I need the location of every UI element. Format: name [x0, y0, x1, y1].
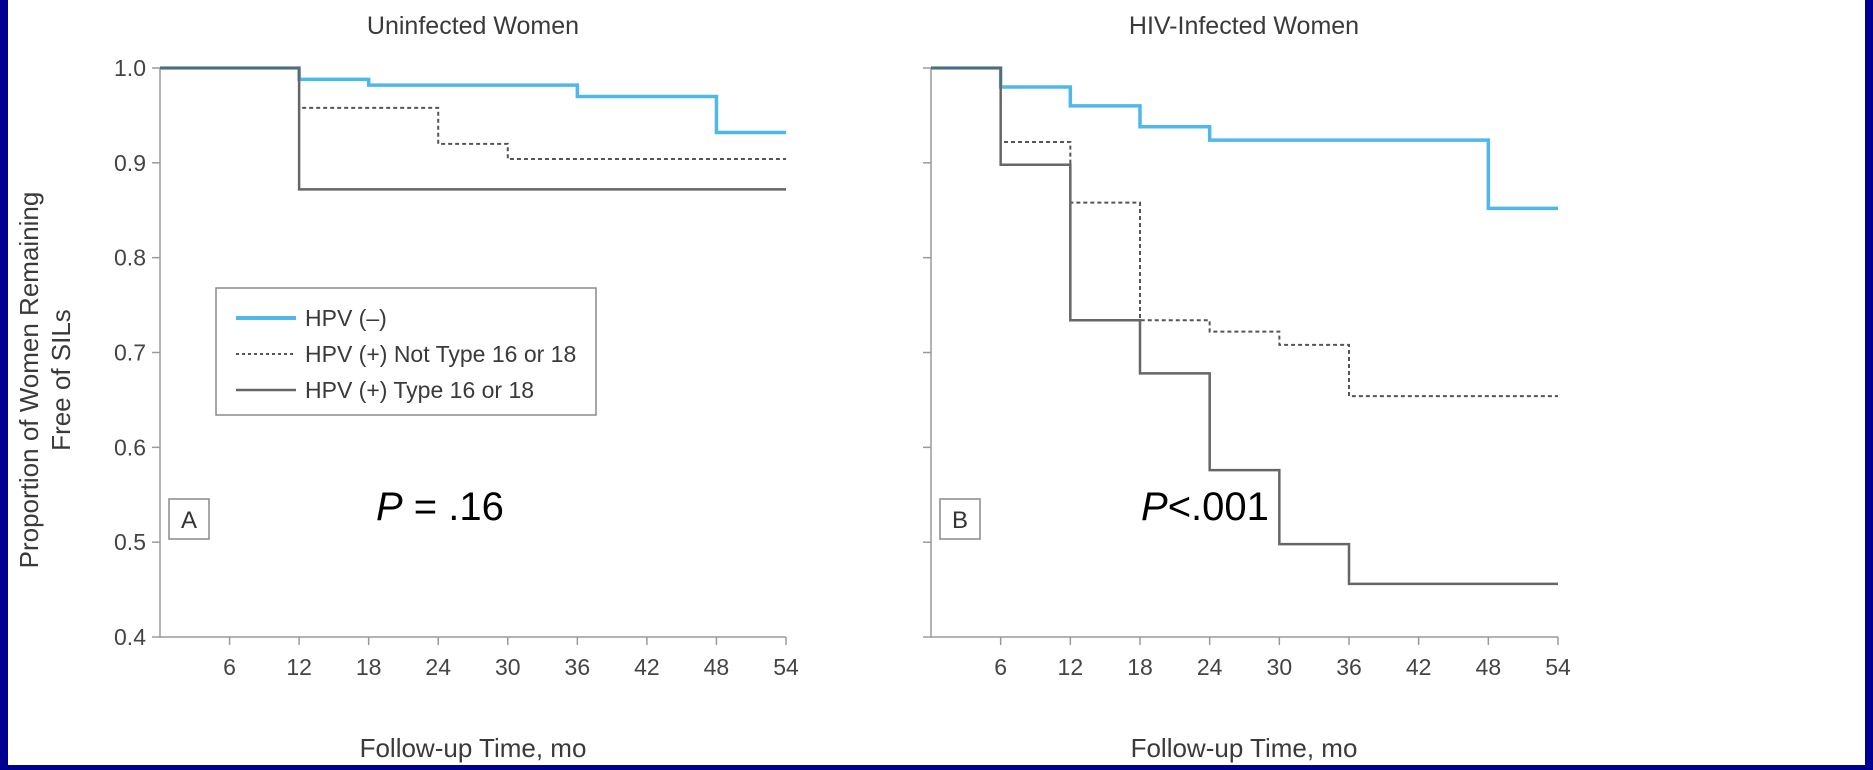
panel-a-title: Uninfected Women — [367, 12, 579, 40]
panel-b-pvalue-p: P — [1141, 485, 1168, 529]
panel-b-series-hpv-negative — [931, 66, 1558, 211]
km-figure: Proportion of Women Remaining Free of SI… — [14, 12, 1571, 763]
figure-frame: Proportion of Women Remaining Free of SI… — [8, 0, 1865, 765]
panel-b-series-hpv-16-18 — [931, 66, 1558, 586]
panel-a: Uninfected Women 1.00.90.80.70.60.50.46 1… — [114, 12, 799, 763]
panel-a-x-tick-label: 12 — [286, 654, 312, 680]
y-axis-label: Proportion of Women Remaining Free of SI… — [14, 192, 76, 569]
panel-a-x-tick-label: 30 — [495, 654, 521, 680]
panel-a-x-tick-label: 48 — [704, 654, 730, 680]
panel-a-x-tick-label: 18 — [356, 654, 382, 680]
panel-b-x-tick-label: 18 — [1127, 654, 1153, 680]
panel-b-x-tick-label: 42 — [1406, 654, 1432, 680]
panel-a-x-axis-label: Follow-up Time, mo — [360, 733, 587, 763]
panel-b-x-tick-label: 24 — [1197, 654, 1223, 680]
panel-a-y-tick-label: 0.4 — [114, 624, 146, 650]
panel-a-pvalue: P = .16 — [376, 485, 504, 529]
legend-label-hpv-negative: HPV (–) — [305, 305, 387, 331]
panel-a-series — [160, 66, 786, 191]
legend-box — [215, 287, 597, 416]
legend-label-hpv-not-16-18: HPV (+) Not Type 16 or 18 — [305, 341, 576, 367]
panel-b: HIV-Infected Women 6 12 18 24 30 36 42 48 54 B P… — [923, 12, 1571, 763]
panel-a-letter: A — [181, 507, 197, 534]
panel-a-series-hpv-not-16-18 — [160, 67, 786, 161]
panel-b-letter: B — [952, 507, 968, 534]
panel-a-y-tick-label: 0.7 — [114, 340, 146, 366]
panel-b-x-tick-label: 12 — [1058, 654, 1084, 680]
panel-b-series — [931, 66, 1558, 586]
panel-a-y-tick-label: 0.5 — [114, 529, 146, 555]
legend-label-hpv-16-18: HPV (+) Type 16 or 18 — [305, 377, 534, 403]
panel-b-x-tick-label: 36 — [1336, 654, 1362, 680]
panel-a-series-hpv-16-18 — [160, 66, 786, 191]
panel-a-x-tick-label: 54 — [773, 654, 799, 680]
panel-b-pvalue-rest: <.001 — [1168, 485, 1269, 529]
panel-a-x-tick-label: 36 — [565, 654, 591, 680]
panel-b-x-tick-label: 48 — [1476, 654, 1502, 680]
panel-b-axes: 6 12 18 24 30 36 42 48 54 — [923, 67, 1571, 680]
y-axis-label-line2: Free of SILs — [46, 309, 76, 451]
panel-b-letter-box — [939, 498, 981, 540]
panel-a-x-tick-label: 42 — [634, 654, 660, 680]
panel-a-pvalue-p: P — [376, 485, 403, 529]
legend: HPV (–) HPV (+) Not Type 16 or 18 HPV (+… — [215, 287, 597, 416]
panel-a-axes: 1.0 0.9 0.8 0.7 0.6 0.5 0.4 6 12 18 24 30 36 42 48 54 — [114, 55, 799, 680]
panel-b-pvalue: P<.001 — [1141, 485, 1269, 529]
panel-a-x-tick-label: 24 — [425, 654, 451, 680]
panel-b-x-tick-label: 6 — [994, 654, 1007, 680]
panel-b-x-tick-label: 30 — [1267, 654, 1293, 680]
panel-a-series-hpv-negative — [160, 66, 786, 135]
panel-a-y-tick-label: 0.9 — [114, 150, 146, 176]
panel-b-x-axis-label: Follow-up Time, mo — [1131, 733, 1358, 763]
panel-a-y-tick-label: 0.8 — [114, 245, 146, 271]
panel-a-x-tick-label: 6 — [223, 654, 236, 680]
panel-a-y-tick-label: 1.0 — [114, 55, 146, 81]
panel-a-letter-box — [168, 498, 210, 540]
y-axis-label-line1: Proportion of Women Remaining — [14, 192, 44, 569]
panel-a-pvalue-rest: = .16 — [403, 485, 504, 529]
panel-b-series-hpv-not-16-18 — [931, 67, 1558, 398]
panel-b-title: HIV-Infected Women — [1129, 12, 1359, 40]
panel-a-y-tick-label: 0.6 — [114, 434, 146, 460]
panel-b-x-tick-label: 54 — [1545, 654, 1571, 680]
